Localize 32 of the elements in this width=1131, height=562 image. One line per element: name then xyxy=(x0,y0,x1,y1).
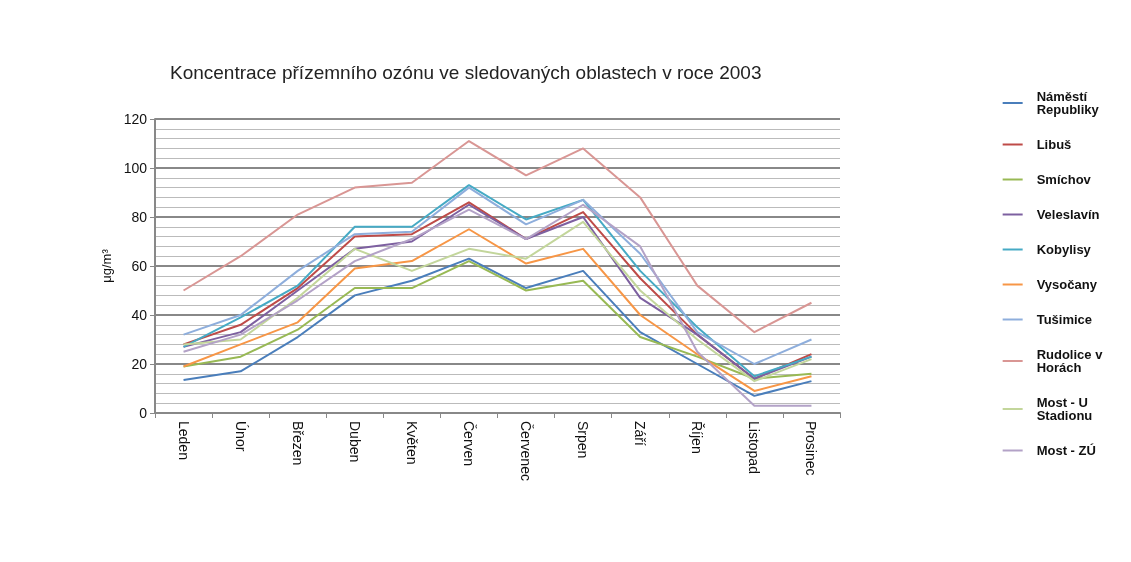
x-tick-label: Duben xyxy=(346,421,363,463)
x-tick-label: Prosinec xyxy=(803,421,820,476)
legend-label: Most - ZÚ xyxy=(1036,443,1096,458)
y-tick-label: 120 xyxy=(123,111,148,127)
x-tick-label: Listopad xyxy=(746,421,763,474)
legend-label: Tušimice xyxy=(1036,312,1093,327)
x-tick-label: Srpen xyxy=(575,421,592,459)
x-tick-label: Leden xyxy=(175,421,192,460)
x-tick-label: Červenec xyxy=(518,421,535,481)
legend-label: Rudolice v Horách xyxy=(1036,347,1107,375)
legend-label: Vysočany xyxy=(1036,277,1098,292)
legend-label: Libuš xyxy=(1036,137,1072,152)
y-tick-label: 60 xyxy=(131,258,148,274)
x-tick-label: Únor xyxy=(232,421,249,452)
x-tick-label: Říjen xyxy=(689,421,706,454)
y-tick-label: 40 xyxy=(131,307,148,323)
y-tick-label: 80 xyxy=(131,209,148,225)
legend-label: Smíchov xyxy=(1036,172,1092,187)
y-axis-title: μg/m³ xyxy=(98,248,114,283)
x-tick-label: Březen xyxy=(289,421,306,466)
y-tick-label: 0 xyxy=(139,405,148,421)
chart-title: Koncentrace přízemního ozónu ve sledovaných oblastech v roce 2003 xyxy=(170,62,762,83)
line-series xyxy=(182,140,813,334)
legend-label: Kobylisy xyxy=(1036,242,1092,257)
legend-label: Náměstí Republiky xyxy=(1036,89,1100,117)
x-tick-label: Květen xyxy=(403,421,420,465)
x-tick-label: Září xyxy=(632,421,649,446)
legend-label: Veleslavín xyxy=(1036,207,1100,222)
x-tick-label: Červen xyxy=(460,421,477,467)
legend-label: Most - U Stadionu xyxy=(1036,395,1093,423)
y-tick-label: 20 xyxy=(131,356,148,372)
y-tick-label: 100 xyxy=(123,160,148,176)
